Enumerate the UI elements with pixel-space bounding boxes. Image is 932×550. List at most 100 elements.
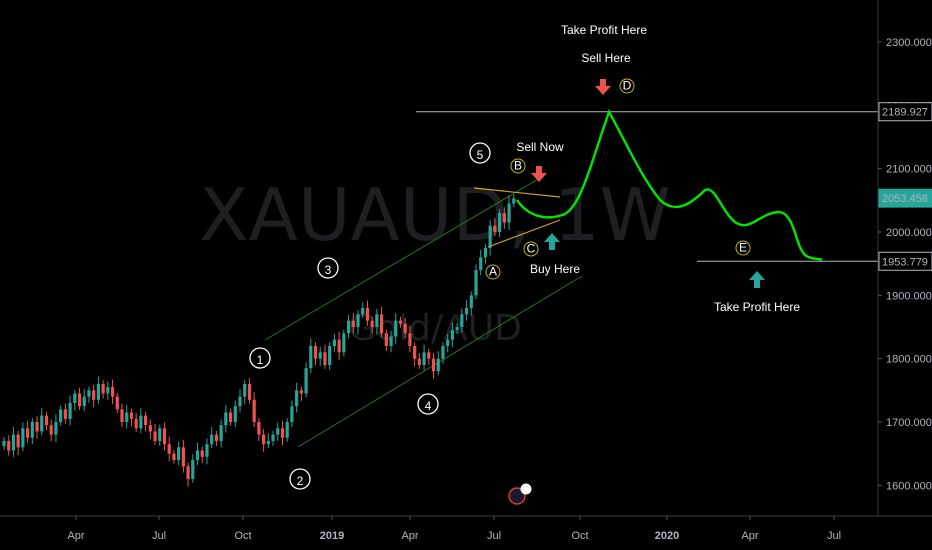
- time-tick-label: Apr: [401, 530, 418, 542]
- candle-body: [106, 387, 110, 394]
- candle-body: [507, 203, 511, 223]
- time-tick-label: Jul: [152, 530, 166, 542]
- candle-body: [304, 368, 308, 394]
- candle-body: [384, 333, 388, 346]
- price-tick-label: 1600.000: [886, 480, 932, 492]
- abc-label-circle-b: [510, 158, 526, 174]
- candle-body: [285, 421, 289, 438]
- candle-body: [120, 409, 124, 422]
- price-label-bg: [878, 188, 932, 208]
- forecast-path: [516, 109, 823, 262]
- candle-body: [337, 339, 341, 353]
- price-tick-label: 1800.000: [886, 354, 932, 366]
- price-tick-label: 2300.000: [886, 37, 932, 49]
- price-label-bg: [878, 102, 932, 122]
- candle-body: [11, 434, 16, 451]
- triangle-upper-line: [473, 187, 561, 198]
- candle-body: [446, 339, 450, 346]
- candle-body: [228, 412, 233, 422]
- candle-body: [2, 440, 6, 447]
- price-tick-label: 1700.000: [886, 417, 932, 429]
- abc-label-circle-a: [485, 264, 501, 280]
- candlestick-series: [2, 194, 516, 487]
- candle-body: [375, 314, 379, 327]
- candle-body: [7, 440, 11, 451]
- candle-body: [361, 307, 365, 315]
- candle-body: [276, 428, 280, 435]
- candle-body: [238, 396, 242, 407]
- take-profit-arrow-icon: [749, 271, 765, 288]
- channel-lower-line: [297, 275, 583, 448]
- candle-body: [493, 225, 497, 232]
- buy-here-arrow-icon: [544, 233, 560, 250]
- candle-body: [290, 406, 294, 422]
- wave-label-1: 1: [257, 353, 264, 367]
- time-tick-label: Apr: [741, 530, 758, 542]
- sell-here-arrow-icon: [595, 79, 611, 95]
- candle-body: [26, 428, 30, 438]
- candle-body: [214, 434, 218, 441]
- time-tick-label: Jul: [487, 530, 501, 542]
- candle-body: [346, 320, 351, 334]
- event-count-badge: [520, 483, 532, 495]
- candle-body: [422, 352, 426, 365]
- wave-label-circle-4: [417, 393, 439, 415]
- event-icon: [508, 487, 526, 505]
- annotation-take-profit-bottom: Take Profit Here: [714, 300, 800, 314]
- candle-body: [469, 295, 473, 308]
- candle-body: [479, 257, 483, 270]
- candle-body: [313, 345, 318, 359]
- candle-body: [262, 434, 266, 445]
- wave-label-circle-5: [469, 142, 491, 164]
- candle-body: [370, 320, 374, 327]
- candle-body: [186, 466, 190, 479]
- candle-body: [210, 434, 214, 445]
- wave-label-2: 2: [297, 474, 304, 488]
- candle-body: [233, 406, 237, 422]
- candle-body: [134, 418, 138, 429]
- price-tick-label: 2000.000: [886, 227, 932, 239]
- candle-body: [129, 412, 134, 419]
- candle-body: [483, 247, 488, 258]
- time-tick-label: 2020: [655, 530, 679, 542]
- candle-body: [318, 352, 322, 359]
- candle-body: [380, 314, 384, 334]
- time-axis-ticks[interactable]: Apr Jul Oct 2019 Apr Jul Oct 2020 Apr Jul: [67, 516, 841, 542]
- candle-body: [488, 225, 492, 248]
- candle-body: [92, 390, 96, 400]
- candle-body: [35, 421, 39, 432]
- candle-body: [398, 320, 403, 324]
- candle-body: [96, 383, 100, 400]
- candle-body: [73, 393, 77, 403]
- candle-body: [144, 415, 148, 426]
- candle-body: [328, 345, 332, 365]
- price-label-value: 1953.779: [882, 256, 928, 268]
- abc-label-d: D: [623, 79, 632, 93]
- candle-body: [252, 399, 256, 422]
- candle-body: [257, 421, 261, 435]
- candle-body: [110, 387, 115, 397]
- sell-now-arrow-icon: [531, 166, 547, 182]
- candle-body: [280, 428, 285, 438]
- candle-body: [413, 345, 417, 359]
- triangle-lower-line: [487, 219, 561, 248]
- wave-label-circle-2: [289, 468, 311, 490]
- price-label-value: 2053.458: [882, 193, 928, 205]
- abc-label-circle-c: [523, 241, 539, 257]
- candle-body: [441, 345, 445, 359]
- candle-body: [299, 390, 303, 394]
- wave-label-circle-1: [249, 347, 271, 369]
- candle-body: [403, 323, 407, 334]
- candle-body: [16, 434, 20, 448]
- candle-body: [63, 409, 67, 419]
- candle-body: [342, 333, 346, 353]
- candle-body: [30, 421, 34, 438]
- price-label-bg: [878, 251, 932, 271]
- candle-body: [200, 450, 204, 457]
- candle-body: [266, 440, 270, 445]
- candle-body: [389, 336, 393, 346]
- wave-label-3: 3: [325, 263, 332, 277]
- candle-body: [172, 453, 176, 460]
- candle-body: [153, 431, 157, 441]
